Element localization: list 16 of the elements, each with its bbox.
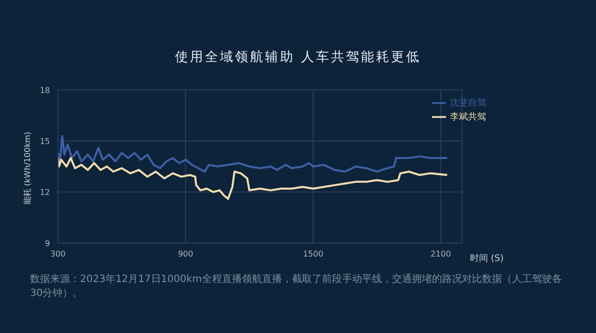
- x-tick-label: 2100: [430, 250, 451, 259]
- x-axis-title: 时间 (S): [470, 253, 504, 264]
- legend-label: 李斌共驾: [450, 112, 486, 122]
- chart-title: 使用全域领航辅助 人车共驾能耗更低: [174, 49, 422, 66]
- x-tick-label: 900: [178, 250, 194, 259]
- y-tick-label: 18: [40, 86, 50, 95]
- y-axis-title: 能耗 (kWh/100km): [22, 132, 32, 204]
- line-series: [58, 157, 448, 200]
- x-tick-label: 300: [50, 250, 66, 259]
- y-tick-label: 15: [40, 136, 50, 146]
- y-tick-label: 9: [44, 238, 50, 248]
- source-note: 数据来源：2023年12月17日1000km全程直播领航直播，截取了前段手动平线，交通拥堵的路况对比数据（人工驾驶各30分钟）。: [30, 272, 563, 300]
- legend-label: 沈斐自驾: [450, 98, 486, 108]
- y-tick-label: 12: [40, 188, 50, 197]
- x-tick-label: 1500: [302, 250, 324, 259]
- line-series: [58, 134, 448, 173]
